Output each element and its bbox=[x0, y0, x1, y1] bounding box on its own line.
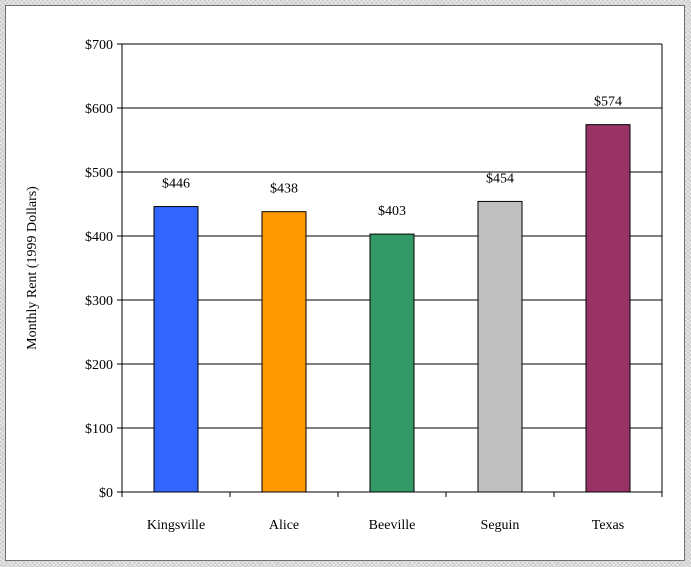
data-label: $454 bbox=[486, 171, 514, 186]
y-tick-label: $100 bbox=[85, 422, 113, 437]
category-labels: Kingsville Alice Beeville Seguin Texas bbox=[147, 518, 624, 533]
category-label: Texas bbox=[592, 518, 624, 533]
data-label: $574 bbox=[594, 95, 622, 110]
data-label: $403 bbox=[378, 204, 406, 219]
data-labels: $446 $438 $403 $454 $574 bbox=[162, 95, 622, 219]
y-tick-label: $300 bbox=[85, 294, 113, 309]
y-tick-label: $500 bbox=[85, 166, 113, 181]
y-tick-label: $200 bbox=[85, 358, 113, 373]
bars bbox=[153, 124, 631, 493]
y-axis-title: Monthly Rent (1999 Dollars) bbox=[25, 186, 40, 350]
bar-alice bbox=[261, 211, 307, 493]
category-label: Alice bbox=[269, 518, 299, 533]
category-label: Kingsville bbox=[147, 518, 205, 533]
bar-seguin bbox=[477, 200, 523, 493]
category-label: Beeville bbox=[369, 518, 416, 533]
data-label: $446 bbox=[162, 177, 190, 192]
axes bbox=[117, 43, 663, 497]
chart-frame: $0 $100 $200 $300 $400 $500 $600 $700 Kingsvill… bbox=[5, 5, 685, 561]
bar-texas bbox=[585, 124, 631, 493]
y-tick-label: $0 bbox=[99, 486, 113, 501]
data-label: $438 bbox=[270, 182, 298, 197]
bar-kingsville bbox=[153, 206, 199, 493]
y-tick-labels: $0 $100 $200 $300 $400 $500 $600 $700 bbox=[85, 38, 113, 501]
y-tick-label: $400 bbox=[85, 230, 113, 245]
category-label: Seguin bbox=[481, 518, 520, 533]
y-tick-label: $700 bbox=[85, 38, 113, 53]
bar-beeville bbox=[369, 233, 415, 493]
y-tick-label: $600 bbox=[85, 102, 113, 117]
bar-chart: $0 $100 $200 $300 $400 $500 $600 $700 Kingsvill… bbox=[25, 38, 663, 533]
